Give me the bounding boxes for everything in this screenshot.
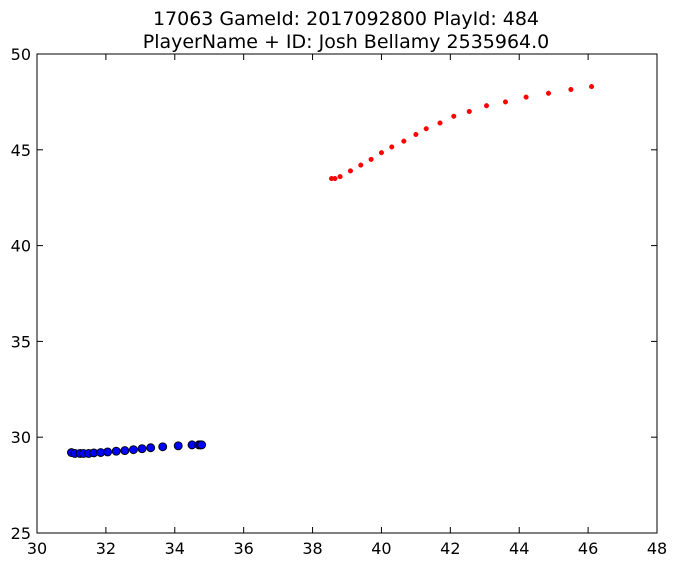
x-tick-label: 38: [302, 539, 322, 558]
data-point-series-2: [332, 175, 338, 182]
data-point-series-2: [545, 90, 552, 96]
data-point-series-2: [437, 120, 443, 126]
data-point-series-2: [589, 84, 595, 90]
y-tick-label: 30: [11, 428, 31, 447]
y-tick-label: 50: [11, 45, 31, 64]
x-tick-label: 48: [647, 539, 667, 558]
data-point-series-2: [368, 156, 374, 162]
data-point-series-1: [120, 446, 130, 456]
data-point-series-2: [466, 108, 472, 115]
data-point-series-1: [111, 446, 121, 456]
chart-title-line-1: 17063 GameId: 2017092800 PlayId: 484: [153, 8, 539, 30]
y-tick-label: 35: [11, 332, 31, 351]
y-tick-label: 45: [11, 141, 31, 160]
x-tick-label: 40: [371, 539, 391, 558]
data-point-series-2: [568, 86, 574, 92]
data-point-series-1: [197, 440, 207, 450]
x-tick-label: 46: [578, 539, 598, 558]
data-point-series-2: [337, 174, 343, 180]
data-point-series-2: [502, 99, 508, 105]
data-point-series-1: [158, 442, 168, 452]
x-tick-label: 32: [96, 539, 116, 558]
data-point-series-1: [146, 443, 156, 453]
x-tick-label: 36: [233, 539, 253, 558]
data-point-series-2: [423, 126, 429, 132]
data-point-series-2: [413, 131, 419, 138]
data-point-series-1: [103, 447, 113, 457]
data-point-series-2: [347, 168, 353, 174]
data-point-series-1: [173, 441, 183, 451]
chart-title-line-2: PlayerName + ID: Josh Bellamy 2535964.0: [143, 31, 550, 53]
axis-ticks: [36, 53, 658, 534]
x-tick-label: 42: [440, 539, 460, 558]
data-points: [66, 84, 595, 458]
data-point-series-2: [378, 150, 384, 156]
x-tick-label: 34: [165, 539, 185, 558]
x-tick-label: 44: [509, 539, 529, 558]
x-tick-label: 30: [27, 539, 47, 558]
data-point-series-2: [523, 94, 529, 100]
data-point-series-1: [128, 445, 138, 455]
data-point-series-2: [401, 138, 407, 144]
data-point-series-2: [483, 103, 490, 109]
plot-area-frame: [36, 53, 658, 534]
y-tick-label: 40: [11, 237, 31, 256]
data-point-series-2: [358, 162, 364, 168]
data-point-series-2: [451, 113, 457, 119]
data-point-series-2: [389, 144, 395, 150]
data-point-series-1: [137, 444, 147, 454]
y-tick-label: 25: [11, 524, 31, 543]
